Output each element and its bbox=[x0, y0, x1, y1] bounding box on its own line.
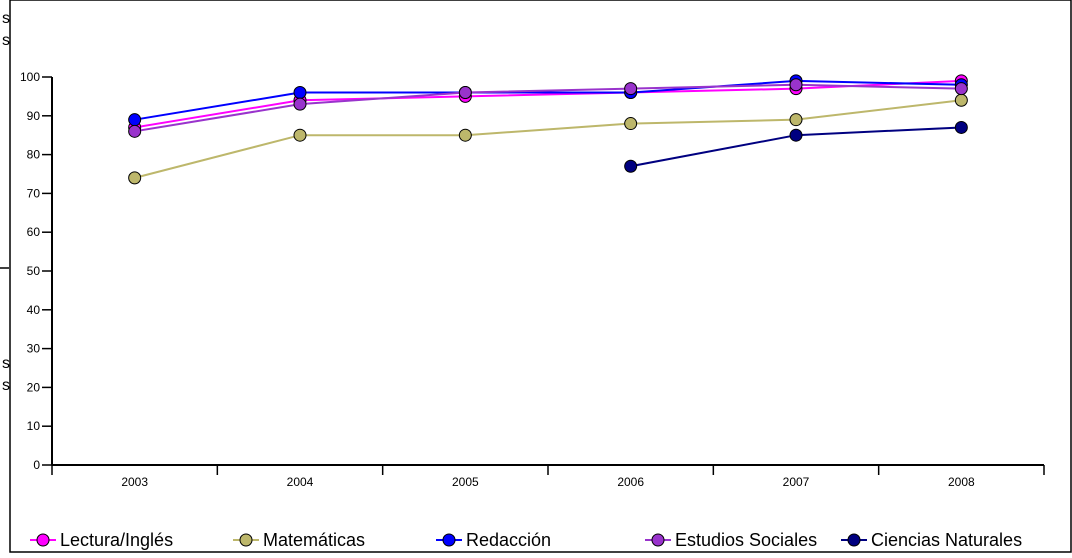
cut-off-label-fragment: s bbox=[2, 32, 10, 49]
legend-label: Ciencias Naturales bbox=[871, 530, 1022, 550]
series-point-1 bbox=[624, 117, 638, 131]
series-point-4 bbox=[624, 159, 638, 173]
series-point-3 bbox=[293, 97, 307, 111]
series-point-2 bbox=[293, 86, 307, 100]
legend-label: Matemáticas bbox=[263, 530, 365, 550]
y-tick-label: 70 bbox=[27, 186, 41, 200]
x-tick-label: 2004 bbox=[287, 475, 314, 489]
y-tick-label: 60 bbox=[27, 225, 41, 239]
y-tick-label: 30 bbox=[27, 342, 41, 356]
cut-off-label-fragment: s bbox=[2, 377, 10, 394]
series-point-1 bbox=[789, 113, 803, 127]
cut-off-label-fragment: s bbox=[2, 10, 10, 27]
series-point-3 bbox=[624, 82, 638, 96]
series-point-3 bbox=[954, 82, 968, 96]
y-tick-label: 40 bbox=[27, 303, 41, 317]
series-line-0 bbox=[134, 79, 962, 129]
legend-marker bbox=[36, 533, 50, 547]
y-tick-label: 80 bbox=[27, 148, 41, 162]
series-point-3 bbox=[789, 78, 803, 92]
cut-off-label-fragment: s bbox=[2, 355, 10, 372]
x-tick-label: 2006 bbox=[617, 475, 644, 489]
y-tick-label: 20 bbox=[27, 380, 41, 394]
series-point-3 bbox=[128, 124, 142, 138]
series-point-2 bbox=[128, 113, 142, 127]
x-tick-label: 2008 bbox=[948, 475, 975, 489]
legend-marker bbox=[651, 533, 665, 547]
legend-marker bbox=[847, 533, 861, 547]
legend-label: Redacción bbox=[466, 530, 551, 550]
y-tick-label: 90 bbox=[27, 109, 41, 123]
series-line-3 bbox=[134, 83, 962, 133]
x-tick-label: 2003 bbox=[121, 475, 148, 489]
plot-area: 0 10 20 30 40 50 60 70 80 90 100 2003 2004 2005 2006 20… bbox=[20, 70, 1045, 550]
series-point-1 bbox=[954, 93, 968, 107]
legend-label: Estudios Sociales bbox=[675, 530, 817, 550]
series-point-3 bbox=[458, 86, 472, 100]
series-point-1 bbox=[458, 128, 472, 142]
series-point-4 bbox=[954, 120, 968, 134]
series-point-1 bbox=[128, 171, 142, 185]
legend-marker bbox=[442, 533, 456, 547]
x-tick-label: 2007 bbox=[783, 475, 810, 489]
series-line-1 bbox=[134, 99, 962, 179]
y-tick-label: 10 bbox=[27, 419, 41, 433]
series-point-1 bbox=[293, 128, 307, 142]
legend-marker bbox=[239, 533, 253, 547]
legend-label: Lectura/Inglés bbox=[60, 530, 173, 550]
x-tick-label: 2005 bbox=[452, 475, 479, 489]
y-tick-label: 0 bbox=[33, 458, 40, 472]
series-point-4 bbox=[789, 128, 803, 142]
y-tick-label: 50 bbox=[27, 264, 41, 278]
series-line-2 bbox=[134, 79, 962, 121]
y-tick-label: 100 bbox=[20, 70, 40, 84]
